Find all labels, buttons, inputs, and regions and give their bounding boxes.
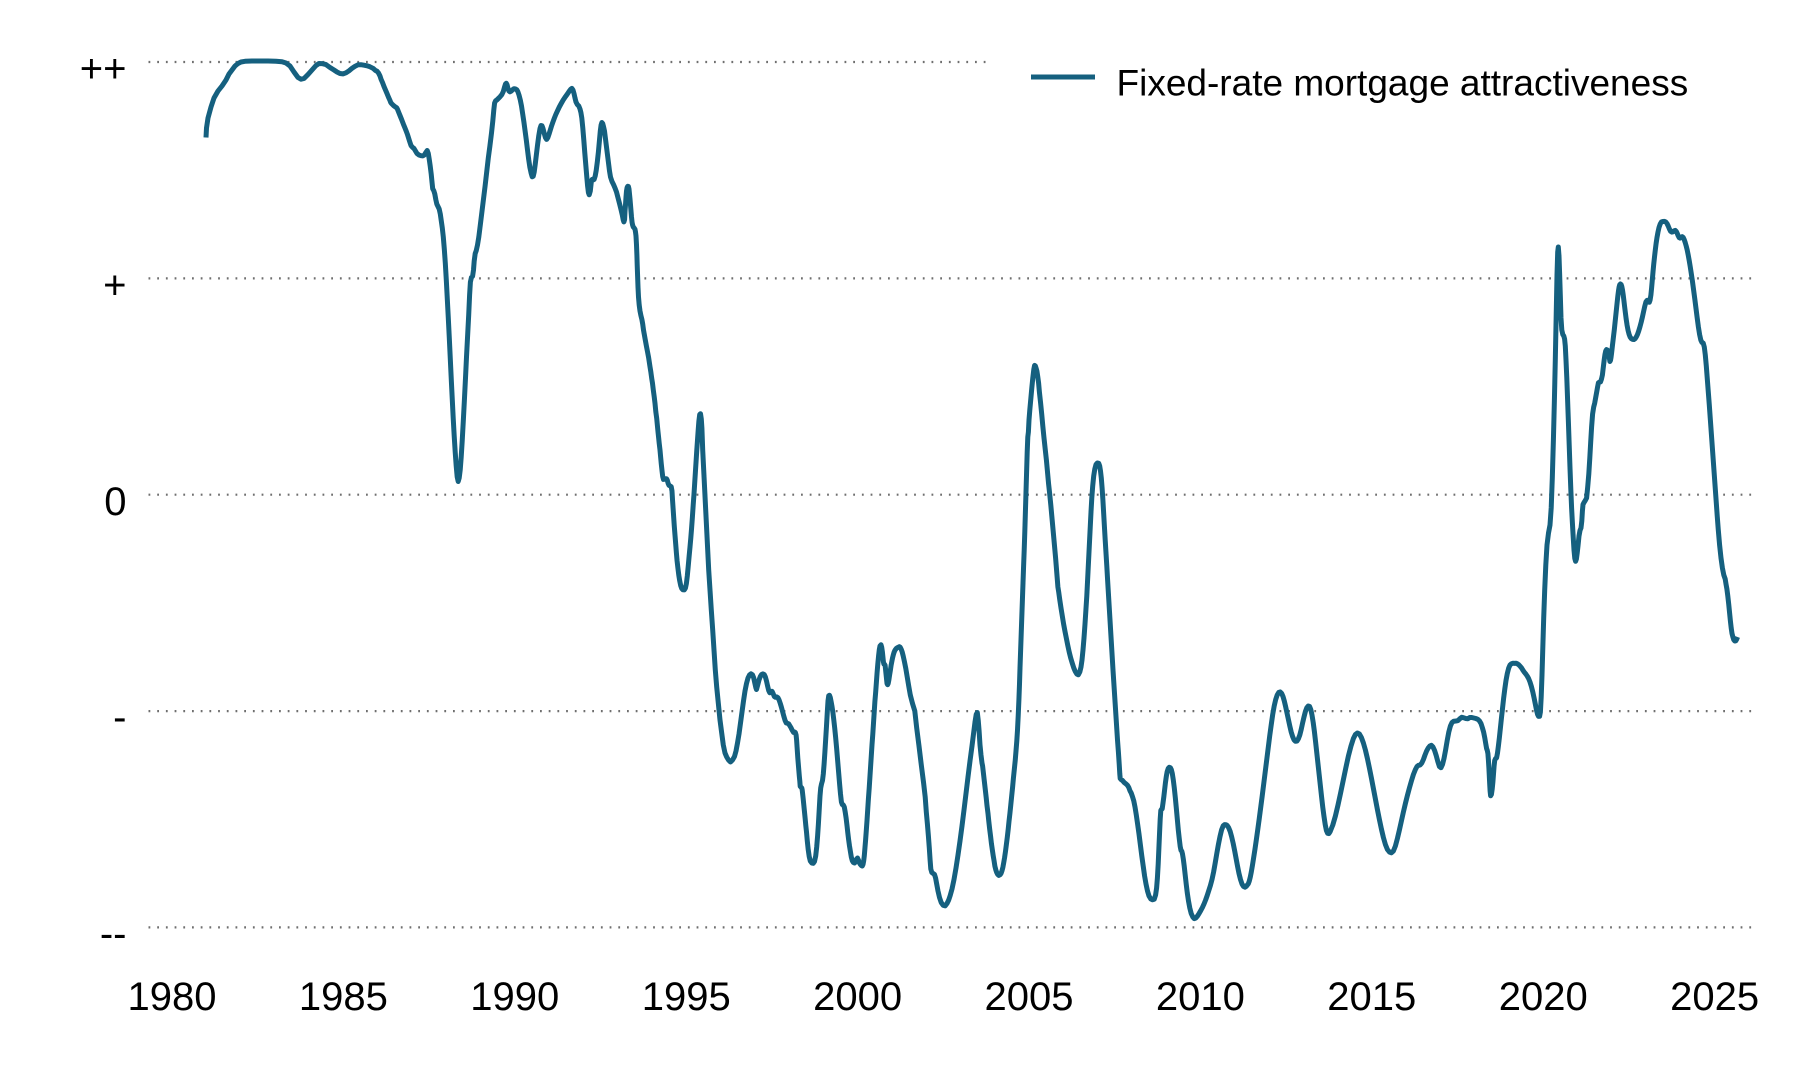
svg-text:2025: 2025 xyxy=(1670,975,1759,1019)
svg-text:-: - xyxy=(113,696,126,740)
svg-text:2020: 2020 xyxy=(1499,975,1588,1019)
svg-text:++: ++ xyxy=(80,47,127,91)
svg-text:1990: 1990 xyxy=(470,975,559,1019)
svg-text:2000: 2000 xyxy=(813,975,902,1019)
svg-text:2005: 2005 xyxy=(985,975,1074,1019)
svg-text:1985: 1985 xyxy=(299,975,388,1019)
svg-text:1995: 1995 xyxy=(642,975,731,1019)
svg-text:2010: 2010 xyxy=(1156,975,1245,1019)
svg-text:Fixed-rate mortgage attractive: Fixed-rate mortgage attractiveness xyxy=(1117,63,1689,104)
svg-text:+: + xyxy=(103,264,126,308)
svg-text:0: 0 xyxy=(104,480,126,524)
svg-text:2015: 2015 xyxy=(1327,975,1416,1019)
svg-text:--: -- xyxy=(100,912,127,956)
svg-text:1980: 1980 xyxy=(128,975,217,1019)
